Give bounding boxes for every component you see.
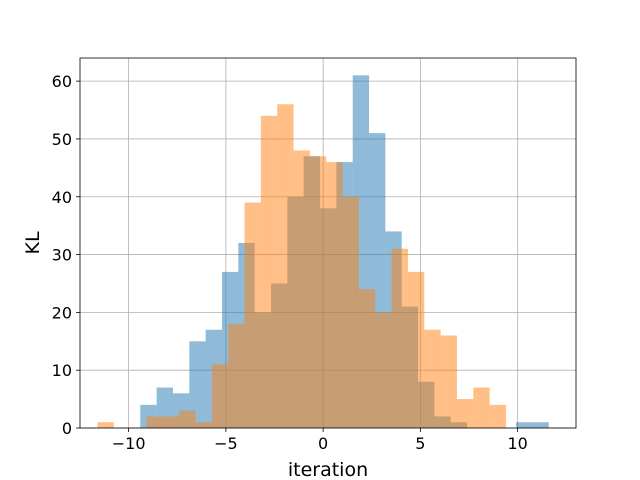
histogram-bar-series-2: [326, 162, 343, 428]
histogram-bar-series-2: [309, 156, 327, 428]
y-tick-label: 20: [52, 303, 72, 322]
histogram-bar-series-2: [179, 410, 196, 428]
histogram-bar-series-2: [228, 323, 245, 428]
y-axis-label: KL: [22, 231, 44, 254]
histogram-bar-series-2: [260, 115, 278, 428]
histogram-bar-series-2: [162, 416, 180, 428]
y-tick-label: 60: [52, 72, 72, 91]
x-tick-label: −10: [112, 434, 146, 453]
histogram-bar-series-2: [407, 271, 425, 428]
histogram-bar-series-1: [516, 422, 533, 428]
histogram-bar-series-2: [277, 104, 294, 428]
y-tick-label: 10: [52, 361, 72, 380]
histogram-bar-series-2: [195, 422, 212, 428]
y-tick-label: 50: [52, 130, 72, 149]
x-tick-label: 0: [318, 434, 328, 453]
histogram-bars: [97, 75, 549, 428]
histogram-bar-series-2: [456, 399, 474, 428]
histogram-bar-series-2: [146, 416, 163, 428]
y-tick-label: 40: [52, 188, 72, 207]
histogram-bar-series-1: [189, 341, 206, 428]
histogram-bar-series-2: [358, 289, 376, 428]
x-tick-label: 5: [415, 434, 425, 453]
histogram-bar-series-2: [97, 422, 114, 428]
histogram-bar-series-2: [342, 196, 359, 428]
histogram-bar-series-2: [489, 404, 506, 428]
x-tick-label: 10: [507, 434, 527, 453]
histogram-bar-series-2: [244, 202, 261, 428]
axis-ticks: −10 −5 0 5 10 0 10 20 30 40 50 60: [52, 72, 528, 453]
histogram-bar-series-2: [440, 335, 457, 428]
y-tick-label: 30: [52, 246, 72, 265]
histogram-bar-series-2: [473, 387, 490, 428]
histogram-bar-series-2: [293, 150, 310, 428]
x-axis-label: iteration: [288, 459, 368, 480]
histogram-bar-series-2: [424, 329, 441, 428]
y-tick-label: 0: [62, 419, 72, 438]
plot-frame: [79, 57, 577, 429]
histogram-bar-series-2: [391, 248, 408, 428]
histogram-bar-series-1: [532, 422, 549, 428]
histogram-bar-series-2: [211, 364, 229, 428]
x-tick-label: −5: [214, 434, 238, 453]
histogram-bar-series-2: [375, 312, 392, 428]
